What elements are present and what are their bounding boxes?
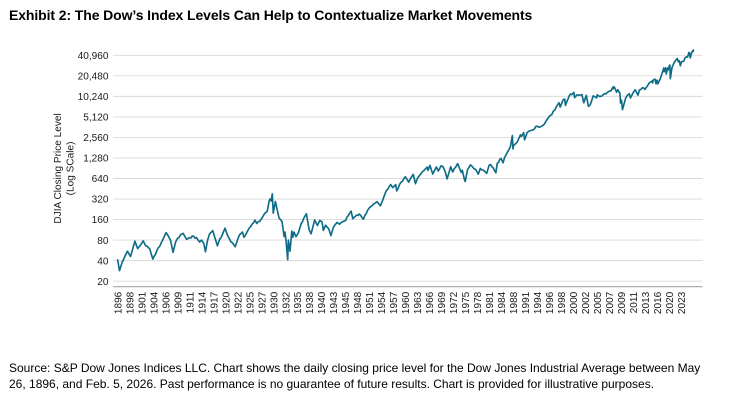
price-line — [116, 49, 695, 272]
y-axis-title-line2: (Log SCale) — [66, 142, 77, 196]
y-tick-label: 640 — [92, 174, 109, 185]
x-tick-label: 1988 — [509, 291, 520, 314]
page-title: Exhibit 2: The Dow’s Index Levels Can He… — [9, 7, 533, 23]
y-tick-label: 40 — [97, 256, 109, 267]
x-tick-label: 1960 — [401, 291, 412, 314]
y-tick-label: 10,240 — [78, 92, 109, 103]
x-tick-label: 2000 — [569, 291, 580, 314]
x-tick-label: 1972 — [449, 291, 460, 314]
x-tick-label: 1984 — [497, 291, 508, 314]
x-tick-label: 1998 — [557, 291, 568, 314]
x-tick-label: 1945 — [341, 291, 352, 314]
x-tick-label: 2011 — [629, 291, 640, 313]
x-tick-label: 1991 — [521, 291, 532, 314]
x-tick-label: 1896 — [113, 291, 124, 314]
x-tick-label: 1909 — [173, 291, 184, 314]
x-tick-label: 1922 — [233, 291, 244, 314]
x-tick-label: 1901 — [137, 291, 148, 314]
axis-labels: 40,960 20,480 10,240 5,120 2,560 1,280 640 320 1… — [78, 51, 688, 314]
x-tick-label: 1951 — [365, 291, 376, 314]
x-tick-label: 1954 — [377, 291, 388, 314]
x-tick-label: 1996 — [545, 291, 556, 314]
source-note-line1: Source: S&P Dow Jones Indices LLC. Chart… — [9, 361, 701, 375]
price-series — [116, 49, 695, 272]
x-tick-label: 1957 — [389, 291, 400, 314]
x-tick-label: 1940 — [317, 291, 328, 314]
y-tick-label: 20,480 — [78, 72, 109, 83]
y-tick-label: 40,960 — [78, 51, 109, 62]
x-tick-label: 2023 — [677, 291, 688, 314]
y-tick-label: 320 — [92, 195, 109, 206]
y-tick-label: 20 — [97, 277, 109, 288]
x-tick-label: 1898 — [125, 291, 136, 314]
x-tick-label: 1920 — [221, 291, 232, 314]
x-tick-label: 1911 — [185, 291, 196, 313]
gridlines — [113, 54, 703, 282]
x-tick-label: 1963 — [413, 291, 424, 314]
x-tick-label: 1932 — [281, 291, 292, 314]
x-tick-label: 1914 — [197, 291, 208, 314]
x-tick-label: 2009 — [617, 291, 628, 314]
x-tick-label: 2020 — [665, 291, 676, 314]
y-tick-label: 80 — [97, 236, 109, 247]
x-tick-label: 1927 — [257, 291, 268, 314]
x-tick-label: 2013 — [641, 291, 652, 314]
y-tick-label: 5,120 — [83, 113, 109, 124]
x-tick-label: 1906 — [161, 291, 172, 314]
x-tick-label: 1948 — [353, 291, 364, 314]
x-tick-label: 1904 — [149, 291, 160, 314]
x-tick-label: 1935 — [293, 291, 304, 314]
x-tick-label: 1981 — [485, 291, 496, 314]
x-tick-label: 2007 — [605, 291, 616, 314]
x-tick-label: 1975 — [461, 291, 472, 314]
y-tick-label: 2,560 — [83, 133, 109, 144]
x-tick-label: 1938 — [305, 291, 316, 314]
x-tick-label: 1917 — [209, 291, 220, 314]
djia-line-chart: 40,960 20,480 10,240 5,120 2,560 1,280 640 320 1… — [53, 49, 703, 314]
x-tick-label: 1943 — [329, 291, 340, 314]
x-tick-label: 2005 — [593, 291, 604, 314]
x-tick-label: 1925 — [245, 291, 256, 314]
x-tick-label: 2016 — [653, 291, 664, 314]
x-tick-label: 1966 — [425, 291, 436, 314]
y-tick-label: 1,280 — [83, 154, 109, 165]
y-tick-label: 160 — [92, 215, 109, 226]
x-tick-label: 1994 — [533, 291, 544, 314]
x-tick-label: 1930 — [269, 291, 280, 314]
source-note: Source: S&P Dow Jones Indices LLC. Chart… — [9, 361, 731, 392]
x-tick-label: 1969 — [437, 291, 448, 314]
source-note-line2: 26, 1896, and Feb. 5, 2026. Past perform… — [9, 376, 655, 391]
x-tick-label: 2002 — [581, 291, 592, 314]
y-axis-title-line1: DJIA Closing Price Level — [53, 113, 64, 223]
x-tick-label: 1978 — [473, 291, 484, 314]
